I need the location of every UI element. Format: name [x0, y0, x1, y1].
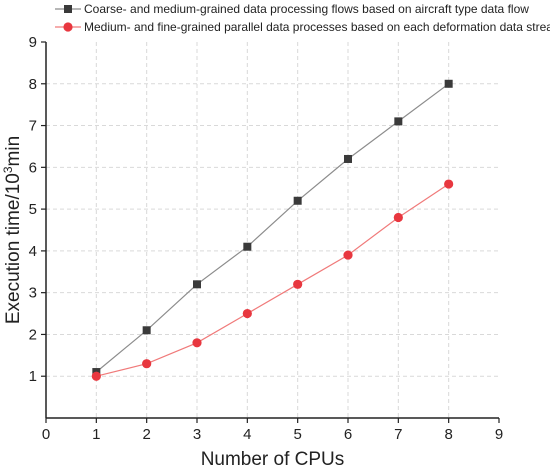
legend-marker-square — [64, 5, 72, 13]
x-tick-label: 7 — [394, 426, 402, 443]
data-point-circle — [91, 371, 101, 381]
x-tick-label: 2 — [142, 426, 150, 443]
data-point-square — [142, 326, 151, 335]
y-tick-label: 8 — [29, 76, 37, 93]
y-axis-title-main: Execution time/10 — [3, 173, 24, 324]
data-point-circle — [293, 279, 303, 289]
series-1-line — [95, 83, 450, 373]
legend-marker-circle — [63, 22, 73, 32]
x-tick-label: 8 — [444, 426, 452, 443]
y-tick-label: 5 — [29, 201, 37, 218]
series-2 — [91, 179, 454, 381]
y-tick-label: 9 — [29, 34, 37, 51]
data-point-circle — [142, 359, 152, 369]
y-axis-title-unit: min — [3, 136, 24, 167]
data-point-circle — [242, 308, 252, 319]
data-point-square — [444, 79, 453, 88]
x-tick-label: 1 — [92, 426, 100, 443]
x-tick-label: 4 — [243, 426, 251, 443]
legend-label-2: Medium- and fine-grained parallel data p… — [84, 20, 550, 34]
y-tick-label: 1 — [29, 368, 37, 385]
x-tick-label: 5 — [293, 426, 301, 443]
legend-label-1: Coarse- and medium-grained data processi… — [84, 2, 529, 16]
legend: Coarse- and medium-grained data processi… — [55, 2, 550, 34]
data-point-square — [193, 280, 201, 289]
data-point-circle — [343, 250, 353, 260]
y-tick-label: 7 — [29, 118, 37, 135]
axes — [45, 42, 499, 419]
x-axis-title: Number of CPUs — [201, 449, 345, 470]
x-tick-label: 9 — [495, 426, 503, 443]
data-point-circle — [444, 179, 454, 189]
x-tick-label: 6 — [344, 426, 352, 443]
series-lines — [91, 79, 454, 381]
y-tick-label: 4 — [29, 243, 37, 260]
y-axis-title-superscript: 3 — [1, 166, 15, 173]
y-tick-label: 6 — [29, 159, 37, 176]
data-point-circle — [192, 338, 202, 348]
x-tick-label: 3 — [193, 426, 201, 443]
data-point-square — [394, 117, 403, 126]
data-point-square — [293, 196, 302, 205]
series-2-line — [96, 183, 450, 377]
tick-marks: 0 1 2 3 4 5 6 7 8 9 1 2 3 4 5 6 7 8 9 — [29, 34, 504, 443]
data-point-square — [243, 242, 252, 251]
data-point-circle — [393, 212, 403, 223]
grid-lines — [46, 42, 499, 418]
y-axis-title: Execution time/103min — [1, 136, 24, 324]
y-tick-label: 3 — [29, 285, 37, 302]
x-tick-label: 0 — [42, 426, 50, 443]
data-point-square — [344, 154, 352, 163]
y-tick-label: 2 — [29, 326, 37, 343]
